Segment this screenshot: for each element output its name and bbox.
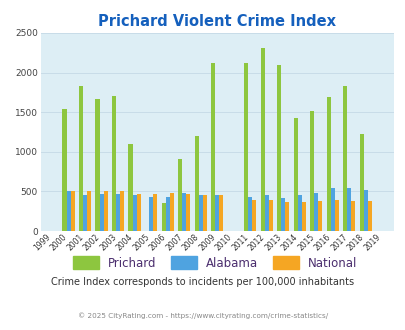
Bar: [128, 144, 132, 231]
Bar: [79, 86, 83, 231]
Bar: [165, 197, 169, 231]
Bar: [276, 65, 281, 231]
Bar: [330, 188, 334, 231]
Bar: [318, 201, 322, 231]
Bar: [120, 191, 124, 231]
Bar: [66, 191, 70, 231]
Title: Prichard Violent Crime Index: Prichard Violent Crime Index: [98, 14, 335, 29]
Bar: [153, 194, 157, 231]
Bar: [186, 194, 190, 231]
Bar: [132, 195, 136, 231]
Bar: [301, 202, 305, 231]
Bar: [83, 195, 87, 231]
Bar: [326, 97, 330, 231]
Bar: [149, 197, 153, 231]
Bar: [95, 99, 99, 231]
Bar: [70, 191, 75, 231]
Bar: [346, 188, 350, 231]
Bar: [334, 200, 338, 231]
Bar: [169, 193, 173, 231]
Bar: [350, 201, 354, 231]
Bar: [260, 48, 264, 231]
Bar: [247, 197, 252, 231]
Bar: [198, 195, 202, 231]
Bar: [264, 195, 268, 231]
Bar: [313, 193, 318, 231]
Bar: [309, 112, 313, 231]
Bar: [87, 191, 91, 231]
Bar: [116, 194, 120, 231]
Bar: [359, 134, 363, 231]
Bar: [367, 201, 371, 231]
Bar: [194, 136, 198, 231]
Bar: [99, 194, 104, 231]
Bar: [281, 198, 285, 231]
Bar: [177, 159, 182, 231]
Bar: [202, 195, 207, 231]
Bar: [285, 202, 289, 231]
Bar: [243, 63, 247, 231]
Bar: [161, 203, 165, 231]
Bar: [215, 195, 219, 231]
Bar: [342, 86, 346, 231]
Bar: [293, 118, 297, 231]
Bar: [182, 193, 186, 231]
Bar: [211, 63, 215, 231]
Bar: [268, 200, 272, 231]
Text: Crime Index corresponds to incidents per 100,000 inhabitants: Crime Index corresponds to incidents per…: [51, 278, 354, 287]
Bar: [112, 96, 116, 231]
Text: © 2025 CityRating.com - https://www.cityrating.com/crime-statistics/: © 2025 CityRating.com - https://www.city…: [78, 313, 327, 319]
Bar: [219, 195, 223, 231]
Bar: [363, 190, 367, 231]
Bar: [104, 191, 108, 231]
Bar: [62, 109, 66, 231]
Bar: [136, 194, 141, 231]
Bar: [252, 200, 256, 231]
Legend: Prichard, Alabama, National: Prichard, Alabama, National: [68, 252, 361, 275]
Bar: [297, 195, 301, 231]
